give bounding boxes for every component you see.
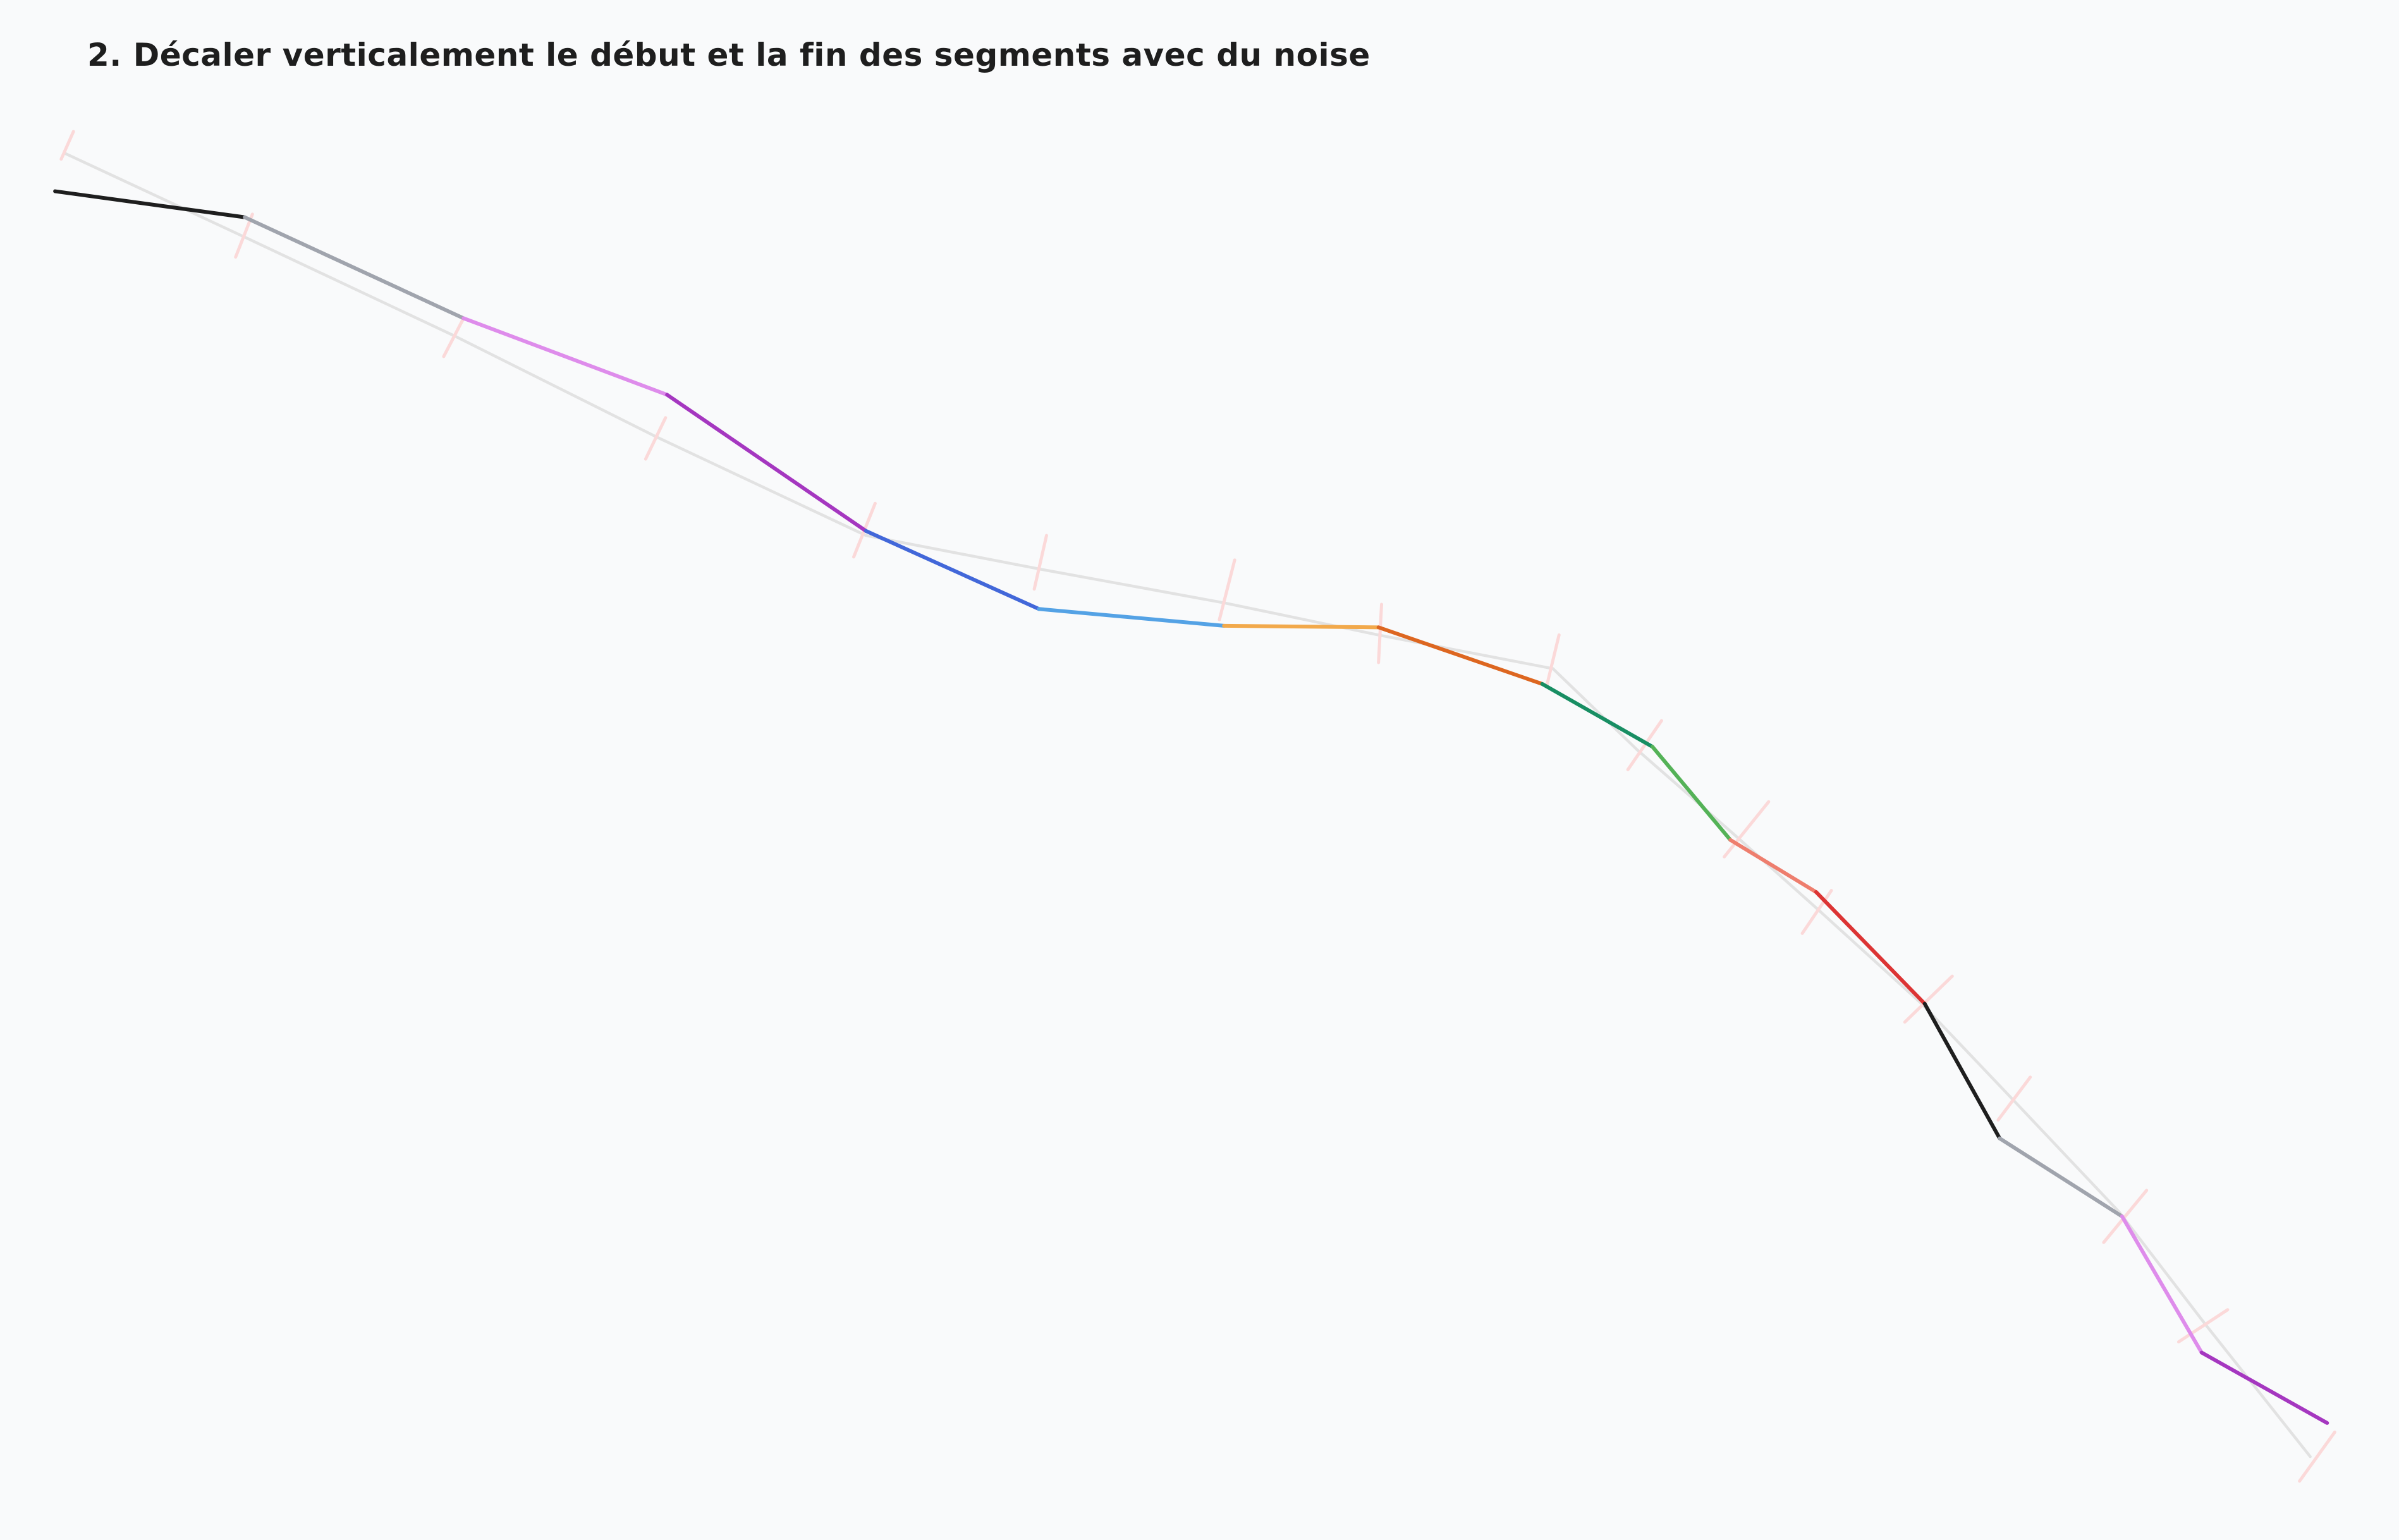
baseline-segment	[864, 534, 1042, 571]
baseline-segment	[1377, 633, 1554, 670]
tick-mark	[442, 316, 465, 358]
noisy-segment-1	[53, 189, 247, 219]
baseline-segment	[1819, 910, 1924, 1005]
baseline-segment	[1635, 748, 1735, 836]
noisy-segment-16	[2199, 1350, 2329, 1425]
tick-mark	[1545, 633, 1561, 687]
noisy-segment-14	[1998, 1136, 2124, 1219]
noisy-segments-layer	[53, 189, 2329, 1425]
tick-mark	[644, 416, 668, 461]
tick-mark	[1032, 534, 1048, 591]
tick-mark	[2298, 1430, 2336, 1483]
tick-mark	[1218, 558, 1236, 621]
tick-mark	[2176, 1308, 2230, 1344]
noisy-segment-3	[461, 316, 669, 397]
baseline-segment	[1731, 832, 1822, 914]
baseline-segment	[1551, 667, 1639, 752]
tick-mark	[1903, 974, 1954, 1024]
baseline-segment	[2010, 1097, 2121, 1214]
noisy-segment-10	[1650, 745, 1733, 842]
noisy-segment-7	[1222, 623, 1381, 630]
noisy-segment-12	[1814, 890, 1927, 1006]
tick-mark	[1996, 1075, 2032, 1122]
tick-mark	[1800, 889, 1833, 935]
tick-mark	[59, 130, 75, 161]
noisy-segment-11	[1728, 838, 1818, 895]
noisy-segment-13	[1922, 1001, 2002, 1140]
tick-mark	[1377, 602, 1384, 664]
tick-mark	[2102, 1189, 2149, 1244]
baseline-segment	[454, 335, 659, 439]
noisy-segment-15	[2120, 1214, 2204, 1355]
baseline-path-layer	[63, 151, 2312, 1458]
noisy-segment-6	[1037, 607, 1226, 628]
tick-mark	[1626, 719, 1663, 771]
baseline-segment	[656, 436, 868, 537]
noisy-segment-9	[1540, 681, 1654, 749]
noisy-segment-5	[864, 529, 1041, 611]
noisy-segment-8	[1376, 625, 1544, 686]
diagram-title: 2. Décaler verticalement le début et la …	[87, 37, 1370, 73]
baseline-segment	[243, 235, 458, 338]
baseline-segment	[2203, 1322, 2312, 1458]
tick-marks-layer	[59, 130, 2336, 1483]
baseline-segment	[1920, 1002, 2013, 1101]
tick-mark	[1723, 800, 1771, 859]
noisy-segment-4	[665, 393, 868, 533]
baseline-segment	[2117, 1210, 2206, 1325]
baseline-segment	[63, 151, 247, 239]
noisy-segment-2	[243, 215, 466, 321]
baseline-segment	[1222, 601, 1380, 637]
baseline-segment	[1039, 568, 1226, 604]
